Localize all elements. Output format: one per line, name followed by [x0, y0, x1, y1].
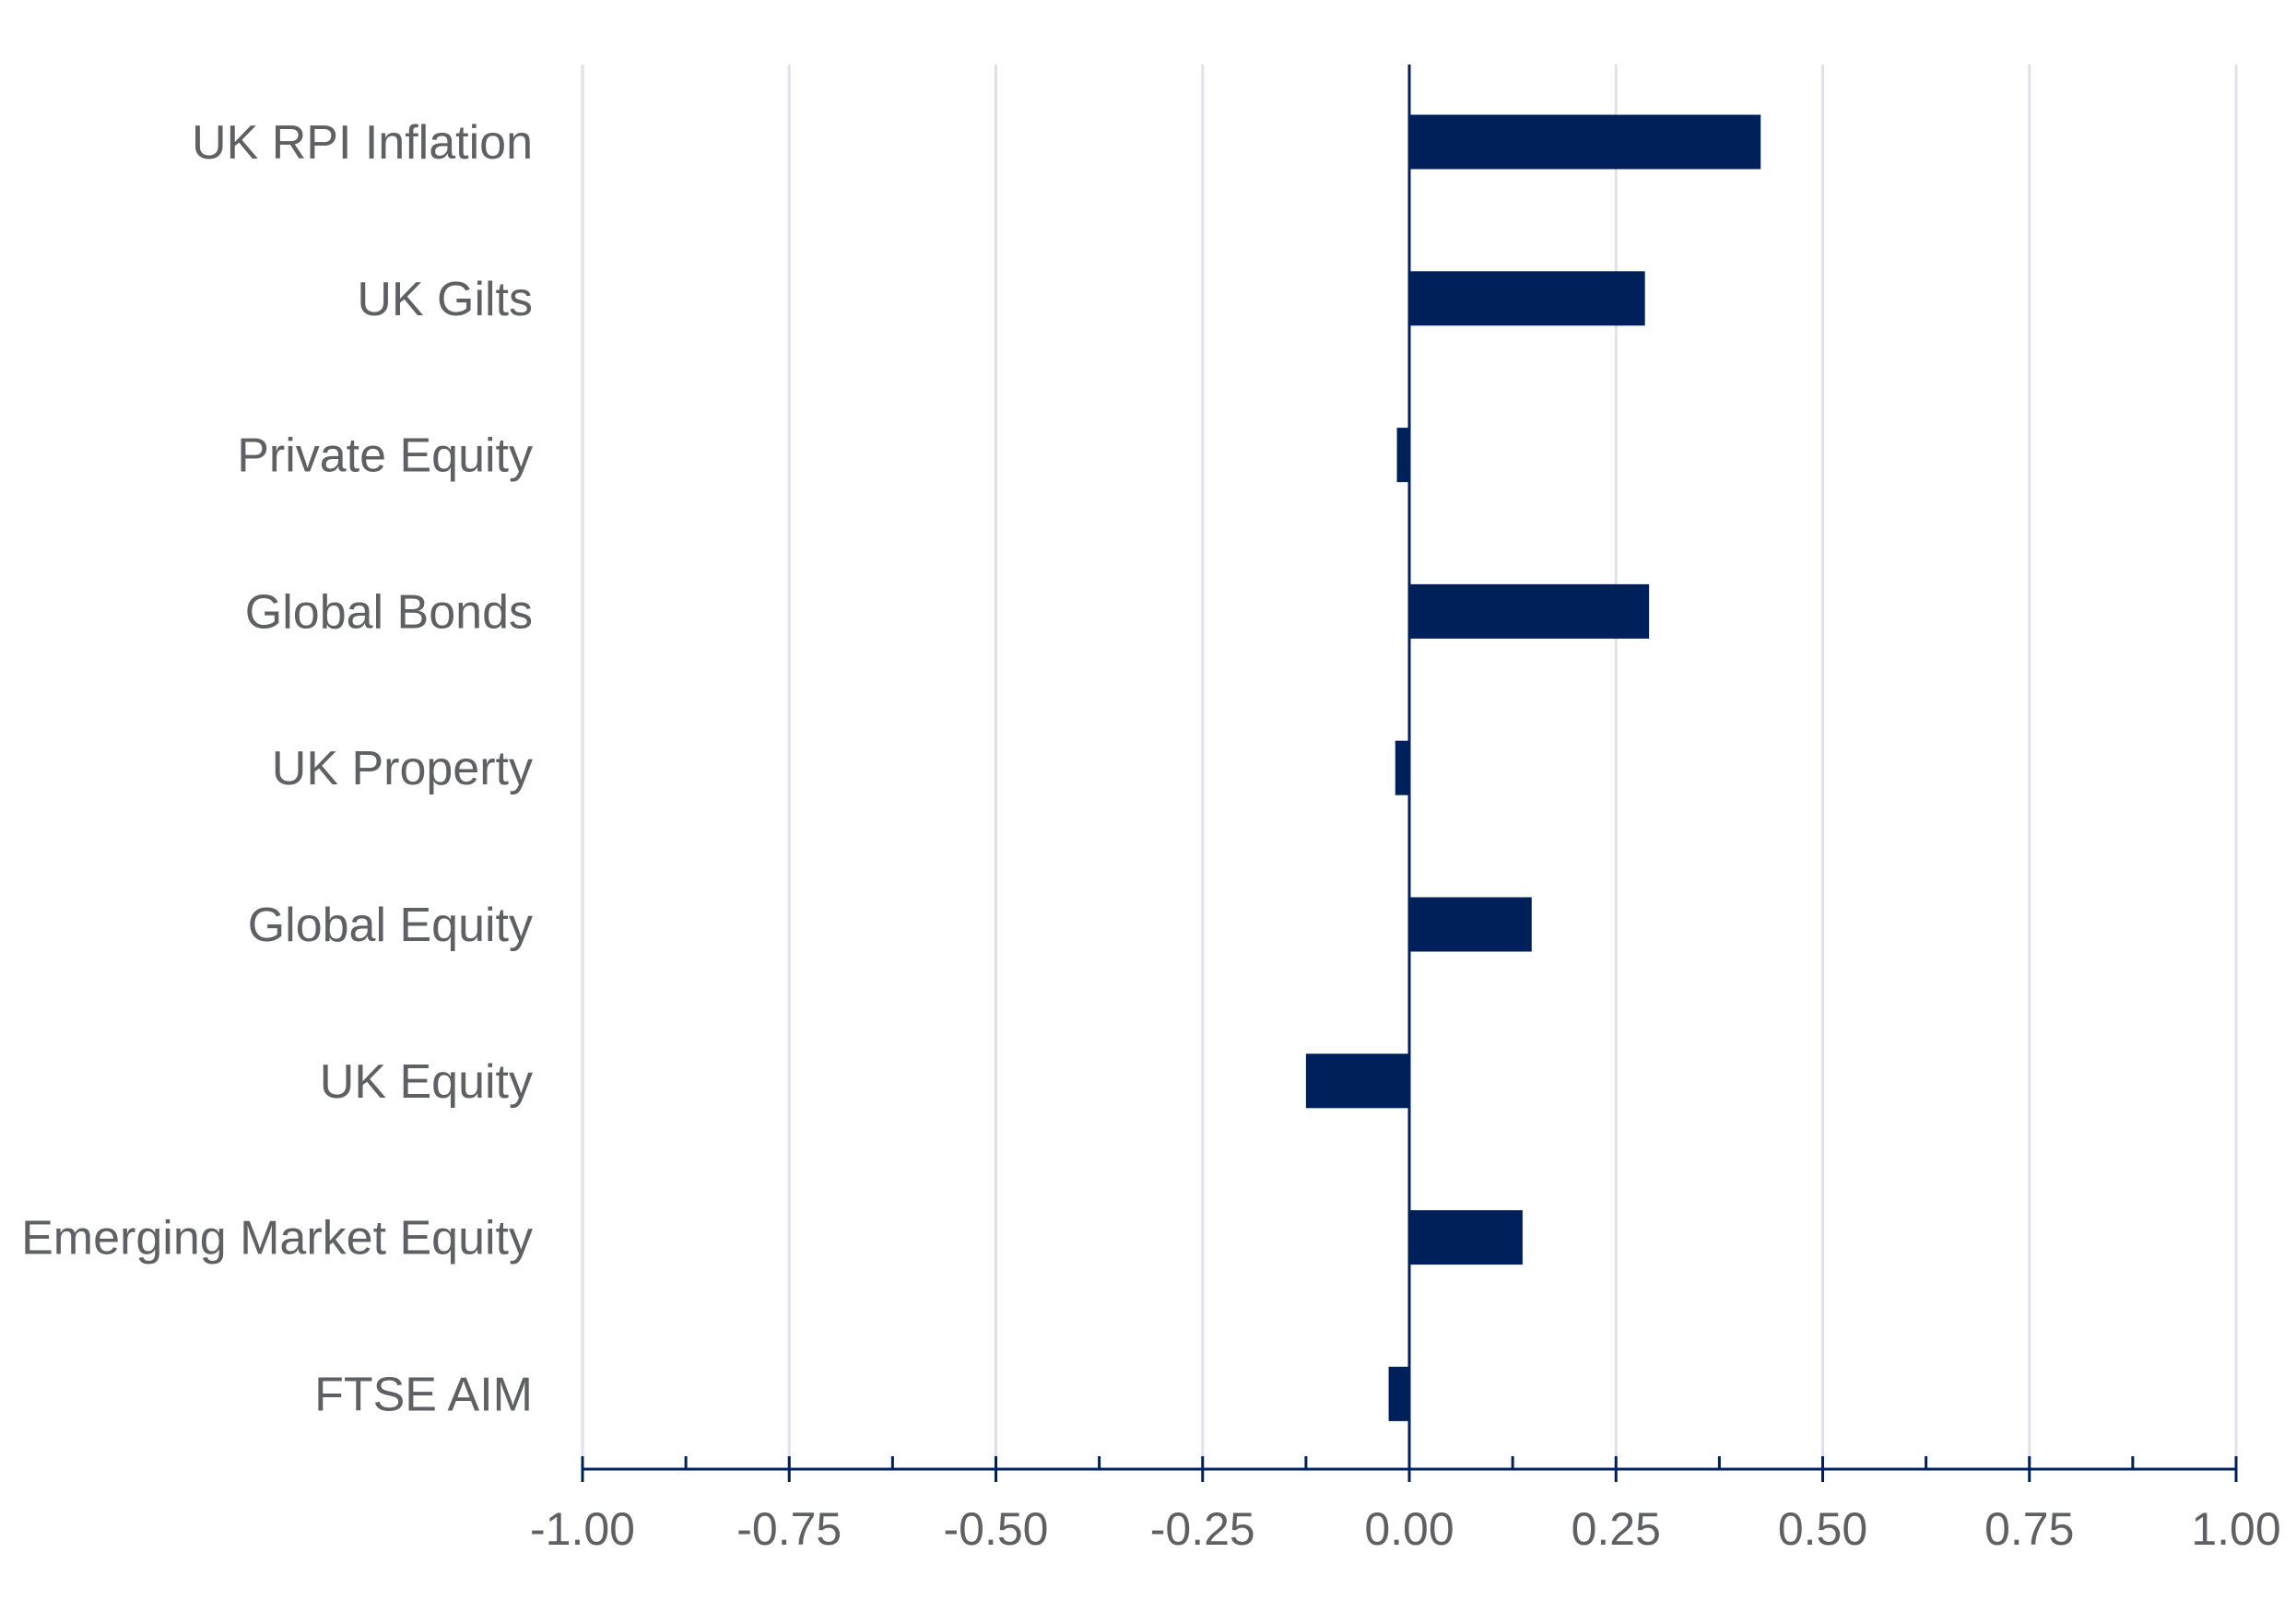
bar-2: [1396, 428, 1409, 483]
tick-label-4: 0.00: [1364, 1503, 1454, 1555]
category-label-5: Global Equity: [248, 899, 533, 952]
category-label-7: Emerging Market Equity: [21, 1212, 533, 1265]
axes: [581, 65, 2238, 1482]
tick-label-2: -0.50: [944, 1503, 1049, 1555]
bar-0: [1409, 114, 1761, 170]
tick-label-7: 0.75: [1984, 1503, 2074, 1555]
tick-label-0: -1.00: [530, 1503, 635, 1555]
category-label-0: UK RPI Inflation: [192, 116, 533, 170]
category-labels: UK RPI Inflation UK Gilts Private Equity Gl…: [21, 116, 533, 1421]
bar-1: [1409, 271, 1645, 326]
bar-6: [1305, 1053, 1409, 1109]
bar-7: [1409, 1210, 1523, 1265]
tick-label-6: 0.50: [1778, 1503, 1867, 1555]
category-label-8: FTSE AIM: [314, 1368, 533, 1421]
tick-label-3: -0.25: [1150, 1503, 1255, 1555]
bar-3: [1409, 583, 1650, 639]
bars: [1305, 114, 1761, 1421]
tick-labels: -1.00 -0.75 -0.50 -0.25 0.00 0.25 0.50 0.75 1.00: [530, 1503, 2281, 1555]
category-label-2: Private Equity: [237, 429, 533, 483]
category-label-3: Global Bonds: [245, 585, 533, 639]
tick-label-8: 1.00: [2191, 1503, 2280, 1555]
category-label-4: UK Property: [272, 742, 533, 795]
tick-label-1: -0.75: [736, 1503, 842, 1555]
bar-5: [1409, 897, 1532, 952]
bar-4: [1395, 740, 1409, 795]
category-label-1: UK Gilts: [357, 273, 533, 326]
bar-8: [1388, 1366, 1409, 1421]
category-label-6: UK Equity: [320, 1055, 533, 1109]
tick-label-5: 0.25: [1572, 1503, 1661, 1555]
